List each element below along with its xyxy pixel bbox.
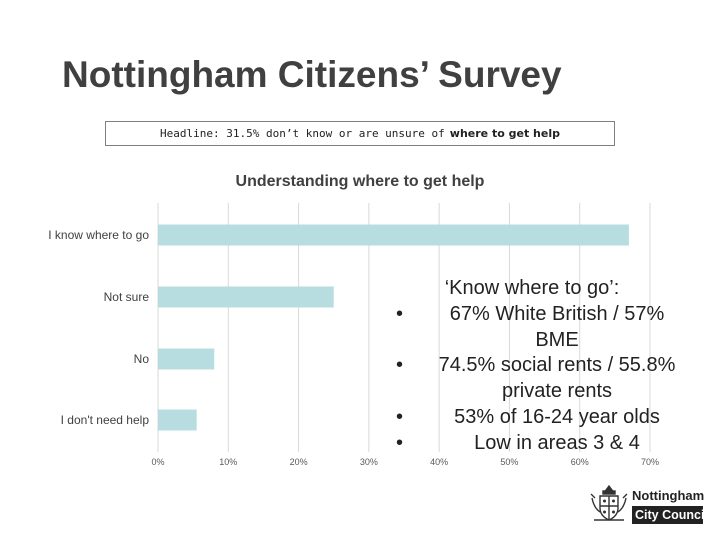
callout-bullet: • 67% White British / 57% BME (396, 302, 665, 351)
category-label: I don't need help (61, 413, 150, 427)
logo-line2: City Council (632, 506, 708, 524)
bar (158, 224, 629, 246)
bar (158, 348, 215, 370)
x-tick-label: 30% (360, 457, 378, 467)
x-tick-label: 40% (430, 457, 448, 467)
x-tick-label: 20% (290, 457, 308, 467)
headline-text: Headline: 31.5% don’t know or are unsure… (160, 127, 445, 140)
bar (158, 286, 334, 308)
callout-bullet: • Low in areas 3 & 4 (396, 431, 640, 454)
category-label: Not sure (104, 290, 150, 304)
category-label: I know where to go (48, 228, 149, 242)
chart-title: Understanding where to get help (235, 173, 485, 190)
x-tick-label: 60% (571, 457, 589, 467)
x-tick-label: 10% (219, 457, 237, 467)
logo-line1: Nottingham (632, 488, 705, 503)
bar (158, 409, 197, 431)
x-tick-label: 0% (151, 457, 164, 467)
x-tick-label: 50% (500, 457, 518, 467)
callout-list: • 67% White British / 57% BME • 74.5% soci… (346, 302, 718, 457)
x-tick-label: 70% (641, 457, 659, 467)
category-label: No (134, 352, 150, 366)
crest-icon (590, 484, 628, 521)
headline-box: Headline: 31.5% don’t know or are unsure… (105, 121, 615, 146)
headline-emphasis: where to get help (449, 127, 560, 140)
page-title: Nottingham Citizens’ Survey (62, 54, 562, 95)
callout-bullet: • 74.5% social rents / 55.8% private rent… (396, 354, 676, 403)
callout-bullet: • 53% of 16-24 year olds (396, 405, 660, 428)
callout-heading: ‘Know where to go’: (444, 277, 620, 299)
callout-box: ‘Know where to go’: • 67% White British /… (346, 276, 718, 457)
nottingham-logo: Nottingham City Council (588, 482, 708, 526)
